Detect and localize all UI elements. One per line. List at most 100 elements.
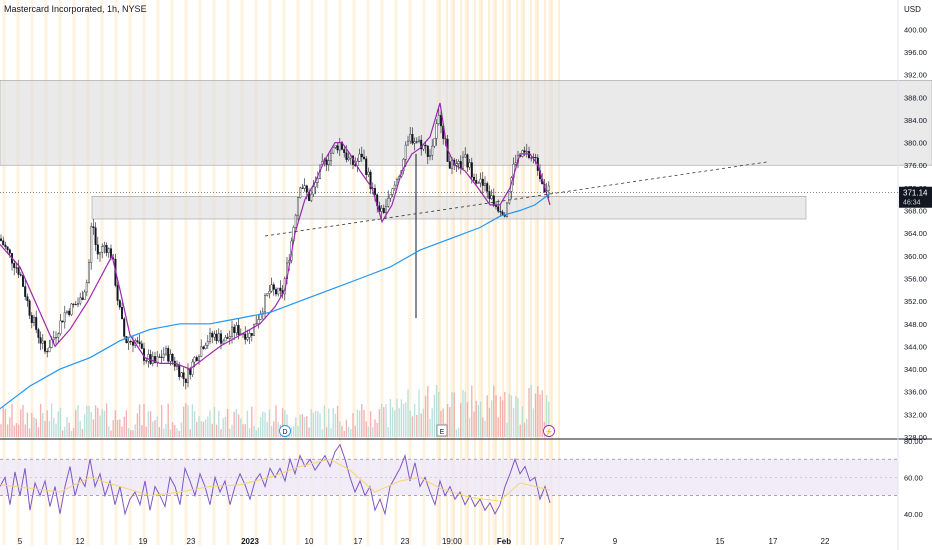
volume-bar	[422, 408, 425, 437]
candle-body	[162, 353, 165, 358]
event-label: D	[282, 429, 287, 436]
candle-body	[264, 295, 267, 313]
volume-bar	[174, 424, 176, 437]
volume-bar	[523, 422, 526, 437]
volume-bar	[31, 412, 33, 437]
candle-body	[129, 341, 132, 343]
volume-bar	[202, 421, 205, 437]
time-tick-label: 12	[76, 537, 85, 546]
volume-bar	[508, 393, 510, 437]
volume-bar	[473, 411, 475, 437]
volume-bar	[50, 403, 53, 437]
candle-body	[426, 145, 429, 157]
volume-bar	[545, 395, 548, 437]
volume-bar	[429, 418, 431, 437]
candle-body	[68, 310, 71, 315]
volume-bar	[521, 406, 524, 437]
volume-bar	[398, 408, 400, 437]
volume-bar	[270, 426, 273, 437]
candle-body	[120, 306, 123, 320]
volume-bar	[57, 411, 59, 437]
volume-bar	[37, 427, 40, 437]
volume-bar	[119, 419, 121, 437]
volume-bar	[198, 416, 200, 437]
volume-bar	[321, 429, 323, 437]
volume-bar	[297, 426, 299, 437]
price-tick-label: 376.00	[904, 161, 927, 170]
candle-body	[486, 183, 489, 192]
candle-body	[382, 207, 385, 213]
volume-bar	[112, 420, 114, 437]
candle-body	[92, 226, 95, 228]
volume-bar	[343, 430, 345, 437]
volume-bar	[9, 417, 11, 437]
volume-bar	[182, 406, 185, 437]
candle-body	[76, 303, 79, 305]
time-tick-label: 23	[187, 537, 196, 546]
volume-bar	[400, 399, 403, 437]
volume-bar	[405, 402, 407, 437]
volume-bar	[457, 427, 460, 437]
volume-bar	[510, 395, 513, 437]
volume-bar	[332, 408, 334, 437]
volume-bar	[193, 411, 196, 437]
volume-bar	[191, 404, 194, 437]
candle-body	[233, 326, 236, 333]
volume-bar	[468, 418, 471, 437]
candle-body	[272, 284, 275, 290]
volume-bar	[86, 405, 88, 437]
volume-bar	[132, 430, 134, 437]
candle-body	[411, 134, 414, 144]
candle-body	[197, 356, 200, 361]
volume-bar	[413, 403, 416, 437]
volume-bar	[134, 424, 136, 437]
price-tick-label: 368.00	[904, 207, 927, 216]
candle-body	[244, 333, 247, 340]
volume-bar	[334, 413, 337, 437]
candle-body	[94, 227, 97, 245]
candle-body	[374, 188, 377, 195]
candle-body	[396, 179, 399, 186]
volume-bar	[204, 419, 207, 437]
volume-bar	[123, 416, 125, 437]
candle-body	[41, 340, 44, 344]
rsi-tick-label: 40.00	[904, 510, 923, 519]
candle-body	[48, 347, 51, 353]
volume-bar	[479, 401, 482, 437]
volume-bar	[160, 405, 163, 437]
volume-bar	[418, 389, 420, 437]
volume-bar	[477, 405, 480, 437]
candle-body	[462, 156, 465, 169]
candle-body	[457, 161, 460, 164]
candle-body	[484, 183, 487, 186]
volume-bar	[369, 411, 372, 437]
candle-body	[87, 262, 90, 283]
candle-body	[98, 252, 101, 255]
volume-bar	[539, 394, 541, 437]
volume-bar	[209, 410, 211, 437]
price-tick-label: 332.00	[904, 410, 927, 419]
candle-body	[96, 244, 99, 255]
candle-body	[39, 337, 42, 344]
fast-ma-line	[0, 102, 551, 370]
candle-body	[8, 249, 11, 254]
candle-body	[52, 337, 55, 340]
candle-body	[202, 346, 205, 349]
price-tick-label: 380.00	[904, 139, 927, 148]
candle-body	[22, 275, 25, 287]
candle-body	[13, 263, 16, 268]
volume-bar	[224, 417, 227, 437]
candle-body	[85, 282, 88, 293]
volume-bar	[339, 421, 341, 437]
volume-bar	[488, 407, 491, 437]
volume-bar	[402, 403, 405, 437]
candle-body	[534, 156, 537, 159]
candle-body	[275, 289, 278, 295]
candle-body	[433, 138, 436, 147]
candle-body	[347, 157, 350, 160]
candle-body	[312, 186, 315, 195]
volume-bar	[156, 416, 158, 437]
candle-body	[336, 145, 339, 151]
